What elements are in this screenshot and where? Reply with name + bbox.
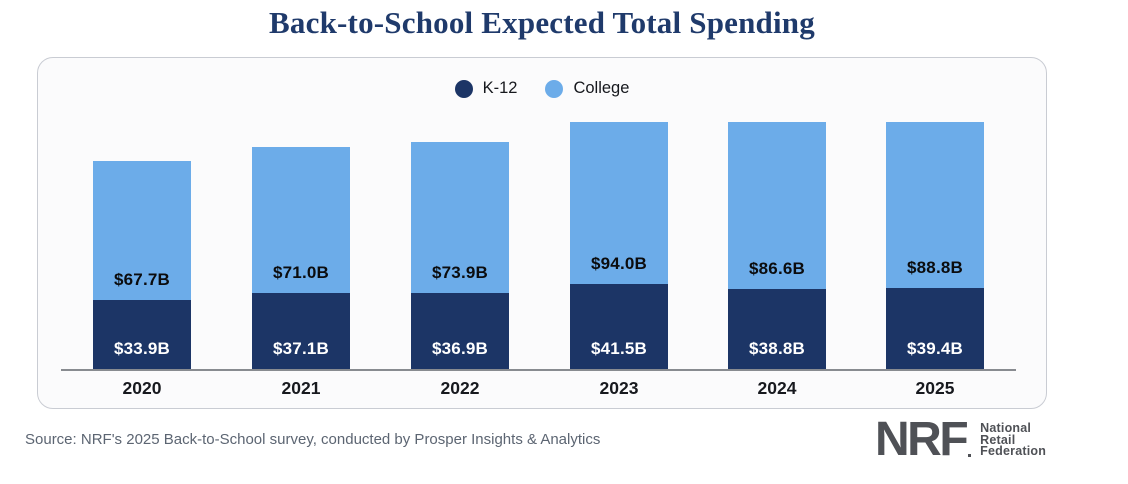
plot-area: $67.7B $33.9B $71.0B $37.1B $73.9B $36.9B $94.… xyxy=(38,58,1046,408)
x-tick-2022: 2022 xyxy=(440,378,480,398)
bar-group-2020: $67.7B $33.9B xyxy=(93,161,191,369)
x-tick-2021: 2021 xyxy=(281,378,321,398)
bar-group-2021: $71.0B $37.1B xyxy=(252,147,350,369)
logo-line: Federation xyxy=(980,444,1047,458)
college-value-label-2024: $86.6B xyxy=(748,259,806,278)
x-tick-2020: 2020 xyxy=(122,378,162,398)
logo-line: National xyxy=(980,421,1032,435)
k12-value-label-2020: $33.9B xyxy=(113,339,171,358)
college-legend-swatch-icon xyxy=(545,79,564,98)
bar-2024-k12-segment xyxy=(728,289,826,369)
k12-value-label-2022: $36.9B xyxy=(431,339,489,358)
legend-label-college: College xyxy=(573,79,630,97)
legend-label-k12: K-12 xyxy=(482,79,518,97)
x-tick-2023: 2023 xyxy=(599,378,639,398)
bar-2024-college-segment xyxy=(728,122,826,289)
chart-title: Back-to-School Expected Total Spending xyxy=(269,5,815,40)
source-note: Source: NRF's 2025 Back-to-School survey… xyxy=(25,431,601,448)
bar-2022-k12-segment xyxy=(411,293,509,369)
bar-group-2024: $86.6B $38.8B xyxy=(728,122,826,369)
k12-legend-swatch-icon xyxy=(454,79,473,98)
college-value-label-2022: $73.9B xyxy=(431,263,489,282)
bar-2023-k12-segment xyxy=(570,284,668,369)
bar-2020-college-segment xyxy=(93,161,191,300)
bar-2025-college-segment xyxy=(886,122,984,288)
bar-2020-k12-segment xyxy=(93,300,191,369)
chart-card: K-12 College $67.7B $33.9B $71.0B $37.1B $73… xyxy=(37,57,1047,409)
k12-value-label-2021: $37.1B xyxy=(272,339,330,358)
x-axis-line xyxy=(61,369,1016,371)
logo-line: Retail xyxy=(980,432,1016,447)
bar-2021-college-segment xyxy=(252,147,350,293)
college-value-label-2021: $71.0B xyxy=(272,263,330,282)
legend-item-college: College xyxy=(545,79,629,98)
k12-value-label-2025: $39.4B xyxy=(906,339,964,358)
bar-2022-college-segment xyxy=(411,142,509,293)
x-tick-2024: 2024 xyxy=(757,378,797,398)
nrf-logo: NRF National Retail Federation xyxy=(875,413,1046,466)
k12-value-label-2024: $38.8B xyxy=(748,339,806,358)
bar-2021-k12-segment xyxy=(252,293,350,369)
nrf-logo-wordmark: NRF xyxy=(875,413,969,466)
nrf-logo-text: National Retail Federation xyxy=(980,418,1046,458)
chart-legend: K-12 College xyxy=(38,79,1046,98)
bar-group-2023: $94.0B $41.5B xyxy=(570,122,668,369)
bar-2023-college-segment xyxy=(570,122,668,284)
college-value-label-2025: $88.8B xyxy=(906,258,964,277)
college-value-label-2020: $67.7B xyxy=(113,270,171,289)
bar-group-2022: $73.9B $36.9B xyxy=(411,142,509,369)
college-value-label-2023: $94.0B xyxy=(590,254,648,273)
legend-item-k12: K-12 xyxy=(454,79,518,98)
nrf-logo-trademark-dot xyxy=(968,454,972,457)
bar-group-2025: $88.8B $39.4B xyxy=(886,122,984,369)
k12-value-label-2023: $41.5B xyxy=(590,339,648,358)
x-tick-2025: 2025 xyxy=(915,378,955,398)
bar-2025-k12-segment xyxy=(886,288,984,369)
